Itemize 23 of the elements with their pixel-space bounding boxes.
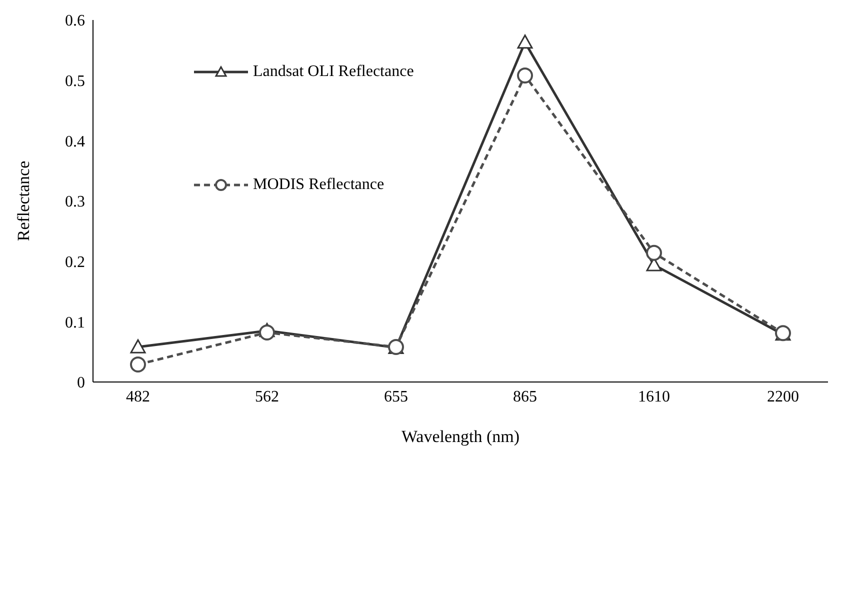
legend-label: Landsat OLI Reflectance (253, 63, 414, 81)
legend-label: MODIS Reflectance (253, 176, 384, 194)
y-tick-label: 0 (77, 374, 85, 392)
point (130, 339, 146, 354)
y-tick-label: 0.4 (65, 133, 85, 150)
point (646, 244, 662, 261)
x-tick-label: 865 (513, 388, 537, 406)
x-tick-label: 562 (255, 388, 279, 406)
y-tick-label: 0.6 (65, 12, 85, 30)
point (259, 324, 275, 341)
y-axis-title: Reflectance (14, 160, 34, 242)
point (517, 68, 533, 84)
point (517, 34, 533, 49)
x-tick-label: 1610 (638, 388, 670, 406)
x-tick-label: 655 (384, 388, 408, 406)
point (130, 356, 146, 373)
x-tick-label: 2200 (767, 388, 799, 406)
y-tick-label: 0.3 (65, 194, 85, 211)
x-axis-title: Wavelength (nm) (401, 427, 520, 446)
x-tick-label: 482 (126, 388, 150, 406)
y-tick-label: 0.1 (65, 314, 85, 332)
y-tick-label: 0.5 (65, 73, 85, 90)
y-tick-label: 0.2 (65, 254, 85, 272)
